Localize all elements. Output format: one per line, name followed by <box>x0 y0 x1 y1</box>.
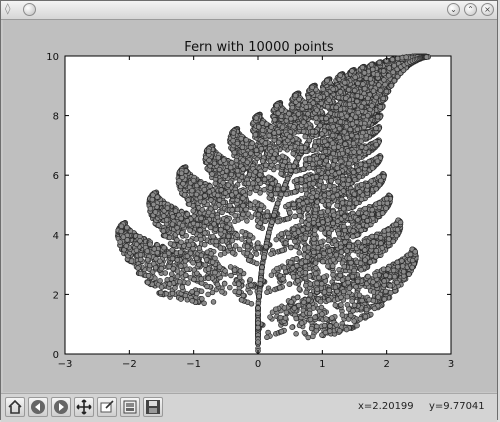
scatter-point <box>162 270 169 276</box>
figure-svg[interactable]: Fern with 10000 points −3 −2 −1 0 1 2 3 024681… <box>3 20 497 392</box>
matplotlib-icon[interactable]: ◊ <box>5 2 11 15</box>
scatter-point <box>283 309 290 316</box>
chart-title: Fern with 10000 points <box>184 40 334 55</box>
scatter-series <box>114 53 431 354</box>
minimize-icon[interactable]: ⌄ <box>447 3 460 16</box>
scatter-point <box>210 299 217 305</box>
scatter-point <box>262 218 269 225</box>
circle-icon[interactable] <box>23 3 36 16</box>
scatter-point <box>253 251 260 257</box>
maximize-icon[interactable]: ⌃ <box>464 3 477 16</box>
scatter-point <box>293 331 299 337</box>
close-icon[interactable]: × <box>481 3 494 16</box>
scatter-point <box>168 271 175 277</box>
scatter-point <box>247 289 253 296</box>
scatter-point <box>247 190 253 196</box>
title-bar[interactable]: ◊ ⌄ ⌃ × <box>1 1 497 20</box>
